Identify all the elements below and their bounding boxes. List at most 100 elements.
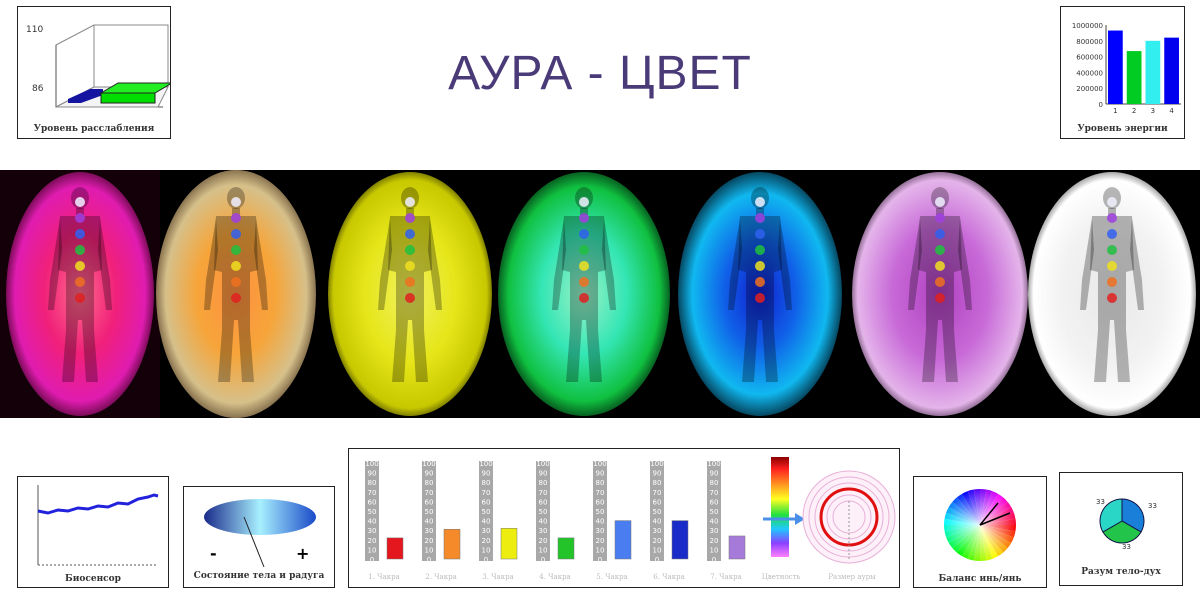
chakra-dot <box>75 277 85 287</box>
chakra-scale-tick: 70 <box>596 489 605 497</box>
chakra-dot <box>1107 213 1117 223</box>
chakra-scale-tick: 10 <box>482 546 491 554</box>
relax-y-top: 110 <box>26 25 43 35</box>
chakra-dot <box>1107 277 1117 287</box>
balance-chart <box>944 489 1016 561</box>
chakra-scale-tick: 80 <box>368 479 377 487</box>
chakra-scale-tick: 100 <box>650 460 663 468</box>
chakra-scale-tick: 50 <box>482 508 491 516</box>
energy-x-tick: 2 <box>1132 107 1136 115</box>
chakra-dot <box>755 277 765 287</box>
chakra-scale-tick: 50 <box>425 508 434 516</box>
chakra-scale-tick: 50 <box>710 508 719 516</box>
body-rainbow-caption: Состояние тела и радуга <box>193 571 325 581</box>
pie-label-2: 33 <box>1148 502 1157 510</box>
chakra-dot <box>75 293 85 303</box>
balance-caption: Баланс инь/янь <box>938 574 1022 584</box>
body-spirit-panel: 33 33 33 Разум тело-дух <box>1059 472 1183 586</box>
chakra-dot <box>755 245 765 255</box>
chakra-dot <box>75 245 85 255</box>
chakra-scale-bg <box>536 461 550 561</box>
chakra-bar <box>557 537 575 560</box>
chakra-scale-tick: 0 <box>655 556 659 564</box>
chakra-scale-tick: 0 <box>598 556 602 564</box>
chakra-scale-tick: 30 <box>482 527 491 535</box>
chakra-dot <box>231 277 241 287</box>
biofeedback-chart <box>37 485 159 566</box>
chakra-label: 1. Чакра <box>368 573 400 581</box>
chakra-dot <box>579 277 589 287</box>
energy-y-tick: 200000 <box>1076 85 1103 93</box>
chakra-scale-tick: 80 <box>482 479 491 487</box>
chakra-scale-tick: 40 <box>425 518 434 526</box>
chakra-dot <box>755 261 765 271</box>
chakra-scale-tick: 40 <box>653 518 662 526</box>
chakra-scale-tick: 30 <box>425 527 434 535</box>
biofeedback-panel: Биосенсор <box>17 476 169 588</box>
chakra-dot <box>935 261 945 271</box>
chakra-scale-tick: 40 <box>710 518 719 526</box>
chakra-scale-bg <box>422 461 436 561</box>
chakra-dot <box>579 261 589 271</box>
chakra-scale-tick: 100 <box>707 460 720 468</box>
chakra-scale-tick: 40 <box>596 518 605 526</box>
relax-y-bottom: 86 <box>32 84 44 94</box>
chakra-dot <box>405 245 415 255</box>
chakra-dot <box>75 261 85 271</box>
chakra-label: 2. Чакра <box>425 573 457 581</box>
energy-chart: 1000000 800000 600000 400000 200000 0 1 2 3 4 <box>1072 22 1181 115</box>
chakra-dot <box>75 197 85 207</box>
energy-y-tick: 0 <box>1099 101 1103 109</box>
pie-slice <box>1099 498 1123 533</box>
energy-bar <box>1126 51 1142 104</box>
chakra-scale-tick: 100 <box>593 460 606 468</box>
chakra-dot <box>935 229 945 239</box>
chakra-scale-bg <box>650 461 664 561</box>
chakra-scale-tick: 90 <box>482 470 491 478</box>
chakra-scale-tick: 90 <box>425 470 434 478</box>
chakra-scale-tick: 90 <box>596 470 605 478</box>
chakra-scale-tick: 70 <box>653 489 662 497</box>
chakra-scale-tick: 10 <box>539 546 548 554</box>
chakra-scale-tick: 60 <box>653 498 662 506</box>
chakra-scale-tick: 20 <box>482 537 491 545</box>
chakra-dot <box>1107 261 1117 271</box>
aura-images <box>0 170 1196 418</box>
chakra-scale-tick: 90 <box>539 470 548 478</box>
spectrum-label: Цветность <box>761 573 801 581</box>
relax-bar-2-top <box>99 82 170 94</box>
chakra-bars-chart: 1009080706050403020100100908070605040302… <box>365 457 896 564</box>
chakra-dot <box>935 293 945 303</box>
chakra-dot <box>579 197 589 207</box>
energy-y-tick: 400000 <box>1076 69 1103 77</box>
chakra-scale-tick: 70 <box>425 489 434 497</box>
chakra-scale-tick: 20 <box>710 537 719 545</box>
balance-panel: Баланс инь/янь <box>913 476 1047 588</box>
body-rainbow-chart: - + <box>204 499 316 568</box>
chakra-label: 4. Чакра <box>539 573 571 581</box>
chakra-scale-tick: 60 <box>596 498 605 506</box>
chakra-scale-tick: 20 <box>539 537 548 545</box>
energy-bar <box>1145 40 1161 104</box>
chakra-dot <box>579 293 589 303</box>
chakra-dot <box>935 197 945 207</box>
chakra-bar <box>500 528 518 560</box>
spectrum-bar <box>771 457 789 557</box>
chakra-scale-tick: 90 <box>368 470 377 478</box>
chakra-dot <box>231 213 241 223</box>
chakra-scale-tick: 10 <box>596 546 605 554</box>
chakra-scale-tick: 70 <box>539 489 548 497</box>
chakra-scale-tick: 60 <box>482 498 491 506</box>
chakra-scale-tick: 80 <box>539 479 548 487</box>
chakra-dot <box>231 197 241 207</box>
chakra-scale-tick: 40 <box>482 518 491 526</box>
chakra-dot <box>935 277 945 287</box>
body-rainbow-panel: - + Состояние тела и радуга <box>183 486 335 588</box>
relaxation-chart: 110 86 <box>26 24 170 108</box>
energy-bar <box>1108 30 1123 105</box>
minus-sign: - <box>210 544 217 563</box>
chakra-scale-tick: 20 <box>425 537 434 545</box>
chakra-dot <box>231 245 241 255</box>
chakra-dot <box>755 293 765 303</box>
chakra-scale-tick: 40 <box>368 518 377 526</box>
